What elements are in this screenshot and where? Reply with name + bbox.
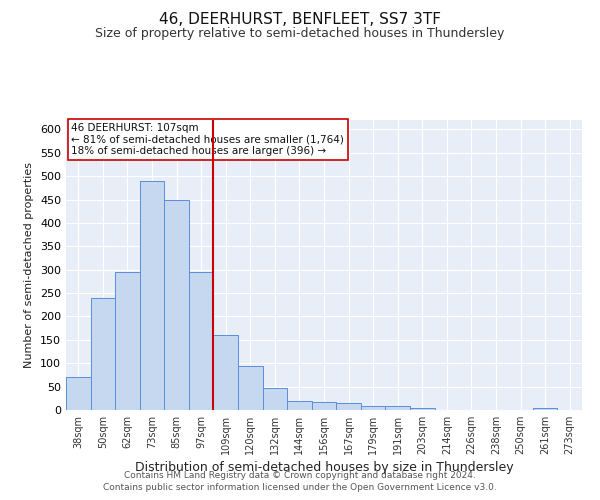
Bar (287, 400, 312, 410)
Bar (312, 402, 336, 410)
Bar (214, 335, 238, 410)
Bar (91, 298, 115, 410)
Text: Size of property relative to semi-detached houses in Thundersley: Size of property relative to semi-detach… (95, 28, 505, 40)
Bar (385, 406, 410, 410)
Bar (533, 408, 557, 410)
Bar (140, 181, 164, 410)
Bar (336, 404, 361, 410)
Y-axis label: Number of semi-detached properties: Number of semi-detached properties (25, 162, 34, 368)
Text: 46 DEERHURST: 107sqm
← 81% of semi-detached houses are smaller (1,764)
18% of se: 46 DEERHURST: 107sqm ← 81% of semi-detac… (71, 123, 344, 156)
Bar (410, 408, 434, 410)
Bar (164, 200, 189, 410)
Bar (115, 272, 140, 410)
Bar (361, 406, 385, 410)
Text: Contains HM Land Registry data © Crown copyright and database right 2024.: Contains HM Land Registry data © Crown c… (124, 471, 476, 480)
Bar (263, 388, 287, 410)
X-axis label: Distribution of semi-detached houses by size in Thundersley: Distribution of semi-detached houses by … (134, 461, 514, 474)
Text: Contains public sector information licensed under the Open Government Licence v3: Contains public sector information licen… (103, 484, 497, 492)
Bar (189, 272, 214, 410)
Text: 46, DEERHURST, BENFLEET, SS7 3TF: 46, DEERHURST, BENFLEET, SS7 3TF (159, 12, 441, 28)
Bar (66, 378, 91, 410)
Bar (238, 366, 263, 410)
